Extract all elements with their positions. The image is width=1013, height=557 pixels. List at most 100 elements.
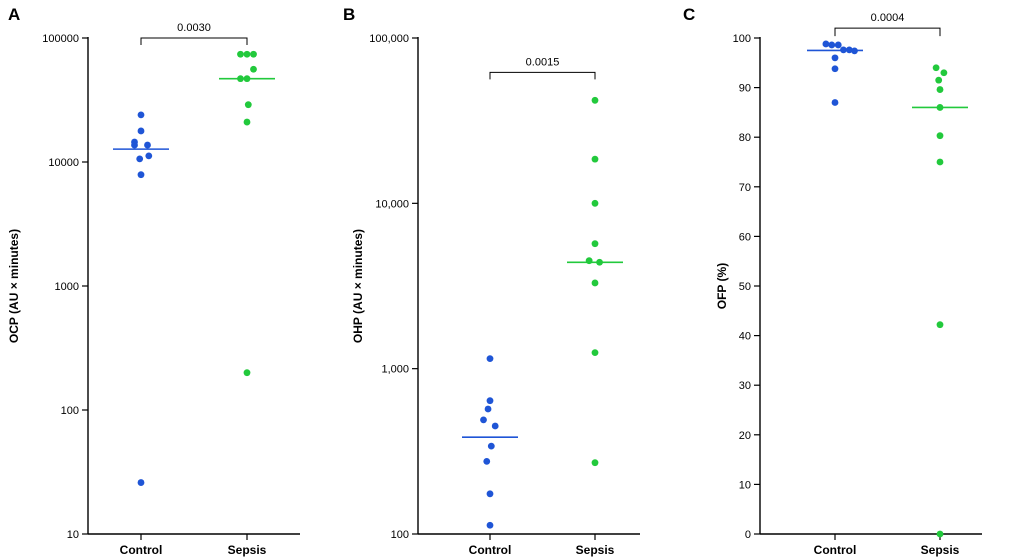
data-point (145, 152, 153, 160)
data-point (243, 50, 251, 58)
data-point (243, 75, 251, 83)
data-point (822, 40, 830, 48)
panel-c: C 0 10 20 30 40 50 60 70 80 90 100 OFP (%) Control Sep… (683, 5, 982, 557)
x-tick-label-control: Control (814, 543, 857, 557)
y-axis-title: OFP (%) (715, 263, 729, 309)
data-point (932, 64, 940, 72)
y-tick-label: 60 (739, 231, 751, 243)
data-point (484, 405, 492, 413)
y-tick-label: 10000 (48, 157, 79, 169)
data-point (250, 50, 257, 58)
data-point (840, 46, 847, 54)
y-tick-label: 90 (739, 83, 751, 95)
series-sepsis (567, 96, 623, 467)
panel-letter: A (8, 5, 20, 24)
significance-bracket (140, 37, 248, 45)
data-point (250, 65, 257, 73)
data-point (483, 457, 491, 465)
x-tick-label-sepsis: Sepsis (921, 543, 960, 557)
data-point (137, 127, 145, 135)
data-point (243, 369, 251, 377)
data-point (936, 132, 944, 140)
data-point (936, 530, 944, 538)
panel-b: B 100 1,000 10,000 100,000 OHP (AU × minutes)… (343, 5, 640, 557)
y-tick-label: 0 (745, 529, 751, 541)
data-point (828, 41, 836, 49)
significance-bracket (489, 71, 596, 80)
panel-letter: B (343, 5, 355, 24)
y-tick-label: 40 (739, 331, 751, 343)
data-point (851, 47, 858, 55)
data-point (845, 46, 853, 54)
data-point (486, 355, 494, 363)
data-point (487, 442, 495, 450)
data-point (935, 76, 943, 84)
x-tick-label-sepsis: Sepsis (228, 543, 267, 557)
series-sepsis (219, 50, 275, 377)
data-point (237, 75, 244, 83)
y-tick-label: 30 (739, 380, 751, 392)
series-control (462, 355, 518, 529)
y-tick-label: 50 (739, 281, 751, 293)
y-tick-label: 100,000 (369, 33, 409, 45)
data-point (596, 258, 603, 266)
data-point (486, 521, 494, 529)
y-tick-label: 10 (739, 479, 751, 491)
data-point (244, 101, 252, 109)
data-point (243, 118, 251, 126)
data-point (137, 479, 145, 486)
y-tick-label: 100 (733, 33, 751, 45)
y-tick-label: 80 (739, 132, 751, 144)
x-tick-label-control: Control (469, 543, 512, 557)
data-point (136, 155, 144, 163)
data-point (237, 50, 244, 58)
y-tick-label: 1000 (55, 281, 79, 293)
x-tick-label-sepsis: Sepsis (576, 543, 615, 557)
data-point (591, 349, 599, 357)
data-point (831, 65, 839, 73)
p-value-label: 0.0004 (871, 12, 905, 24)
y-tick-label: 10,000 (375, 198, 409, 210)
y-tick-label: 100000 (42, 33, 79, 45)
y-axis-title: OCP (AU × minutes) (7, 229, 21, 343)
significance-bracket (834, 27, 941, 37)
data-point (591, 459, 599, 467)
y-tick-label: 100 (391, 529, 409, 541)
data-point (936, 321, 944, 329)
data-point (936, 86, 944, 93)
y-tick-label: 70 (739, 182, 751, 194)
data-point (486, 490, 494, 498)
data-point (936, 158, 944, 166)
data-point (137, 111, 145, 119)
x-tick-label-control: Control (120, 543, 163, 557)
p-value-label: 0.0030 (177, 22, 211, 34)
y-tick-label: 100 (61, 405, 79, 417)
data-point (131, 141, 138, 149)
panel-letter: C (683, 5, 695, 24)
data-point (834, 41, 842, 49)
data-point (940, 69, 948, 77)
data-point (591, 199, 599, 207)
y-tick-label: 10 (67, 529, 79, 541)
y-axis-title: OHP (AU × minutes) (351, 229, 365, 343)
series-control (807, 40, 863, 106)
data-point (491, 422, 499, 430)
data-point (591, 279, 599, 287)
data-point (831, 54, 839, 62)
data-point (144, 141, 151, 149)
series-sepsis (912, 64, 968, 538)
data-point (480, 416, 487, 424)
data-point (486, 397, 494, 405)
series-control (113, 111, 169, 486)
data-point (831, 99, 839, 106)
y-tick-label: 20 (739, 430, 751, 442)
data-point (591, 96, 599, 104)
data-point (585, 257, 593, 265)
p-value-label: 0.0015 (526, 56, 560, 68)
data-point (591, 155, 599, 163)
data-point (936, 104, 944, 111)
data-point (137, 171, 145, 179)
data-point (591, 240, 599, 248)
y-tick-label: 1,000 (381, 364, 409, 376)
